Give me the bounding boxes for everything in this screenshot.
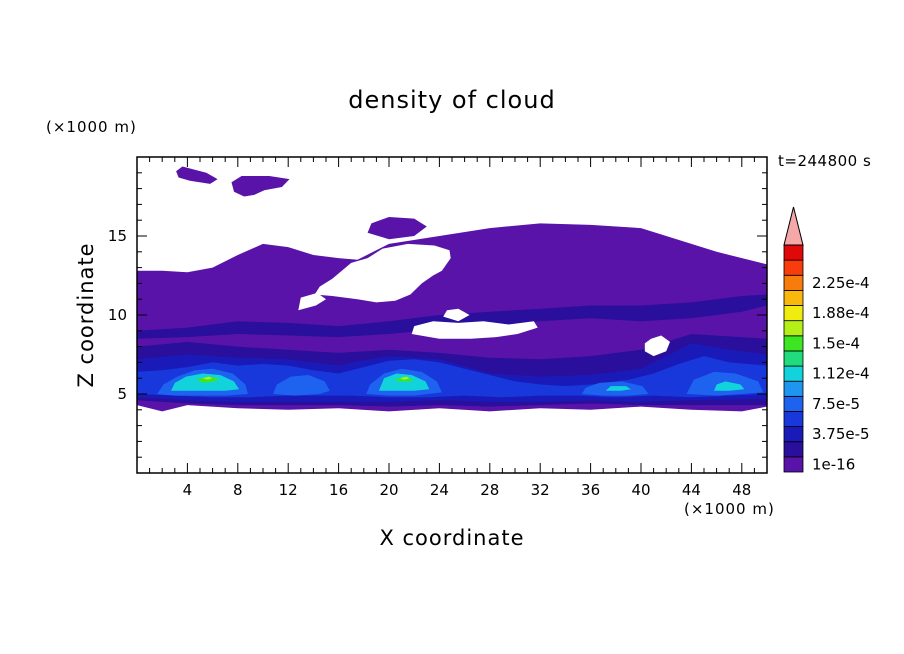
contour-region-1: [367, 217, 427, 240]
x-tick-label: 4: [183, 481, 193, 499]
contour-region-20: [400, 376, 410, 380]
clear-gap-4: [644, 335, 670, 357]
colorbar-label: 7.5e-5: [812, 395, 860, 413]
colorbar-swatch: [783, 365, 804, 382]
contour-region-19: [202, 376, 213, 380]
y-axis: 5 10 15: [108, 172, 767, 458]
contour-field: [137, 166, 767, 412]
colorbar-label: 1.5e-4: [812, 334, 860, 352]
x-axis: 4 8 12 16 20 24 28 32 36 40 44 48: [149, 157, 755, 499]
clear-gap-3: [443, 308, 470, 322]
colorbar-swatch: [783, 274, 804, 291]
colorbar-swatch: [783, 441, 804, 458]
colorbar-swatch: [783, 335, 804, 352]
colorbar-label: 2.25e-4: [812, 274, 870, 292]
x-tick-label: 12: [279, 481, 298, 499]
colorbar-swatch: [783, 244, 804, 261]
x-tick-label: 24: [430, 481, 449, 499]
contour-region-14: [378, 373, 430, 391]
colorbar-swatch: [783, 426, 804, 443]
x-tick-label: 20: [379, 481, 398, 499]
y-tick-label: 5: [117, 385, 127, 403]
colorbar-swatch: [783, 289, 804, 306]
contour-region-16: [714, 381, 745, 391]
x-tick-label: 36: [581, 481, 600, 499]
contour-region-15: [605, 386, 631, 391]
clear-gap-2: [411, 321, 538, 339]
x-tick-label: 8: [233, 481, 243, 499]
x-axis-title: X coordinate: [379, 526, 525, 550]
colorbar-swatch: [783, 456, 804, 473]
y-tick-label: 15: [108, 227, 127, 245]
contour-region-3: [231, 176, 290, 197]
colorbar-label: 1.88e-4: [812, 304, 870, 322]
colorbar-overflow-arrow: [783, 206, 804, 246]
contour-region-2: [176, 166, 218, 184]
colorbar-swatch: [783, 259, 804, 276]
x-tick-label: 40: [631, 481, 650, 499]
contour-region-9: [273, 375, 330, 396]
x-tick-label: 28: [480, 481, 499, 499]
x-tick-label: 16: [329, 481, 348, 499]
colorbar-label: 1.12e-4: [812, 365, 870, 383]
colorbar-swatch: [783, 380, 804, 397]
colorbar-swatch: [783, 305, 804, 322]
clear-gap-0: [314, 243, 451, 303]
x-tick-label: 32: [531, 481, 550, 499]
clear-gap-1: [298, 292, 326, 311]
y-axis-unit: (×1000 m): [46, 118, 137, 136]
clear-sky-gaps: [298, 243, 670, 357]
y-tick-label: 10: [108, 306, 127, 324]
colorbar-swatch: [783, 411, 804, 428]
time-stamp-label: t=244800 s: [778, 152, 872, 170]
x-axis-unit: (×1000 m): [684, 500, 775, 518]
x-tick-label: 44: [682, 481, 701, 499]
colorbar-label: 1e-16: [812, 455, 855, 473]
x-tick-label: 48: [732, 481, 751, 499]
colorbar-label: 3.75e-5: [812, 425, 870, 443]
colorbar-swatch: [783, 395, 804, 412]
colorbar-swatch: [783, 320, 804, 337]
colorbar-swatch: [783, 350, 804, 367]
colorbar: 1e-16 3.75e-5 7.5e-5 1.12e-4 1.5e-4 1.88e-4 2.…: [783, 206, 870, 473]
chart-title: density of cloud: [348, 86, 556, 114]
